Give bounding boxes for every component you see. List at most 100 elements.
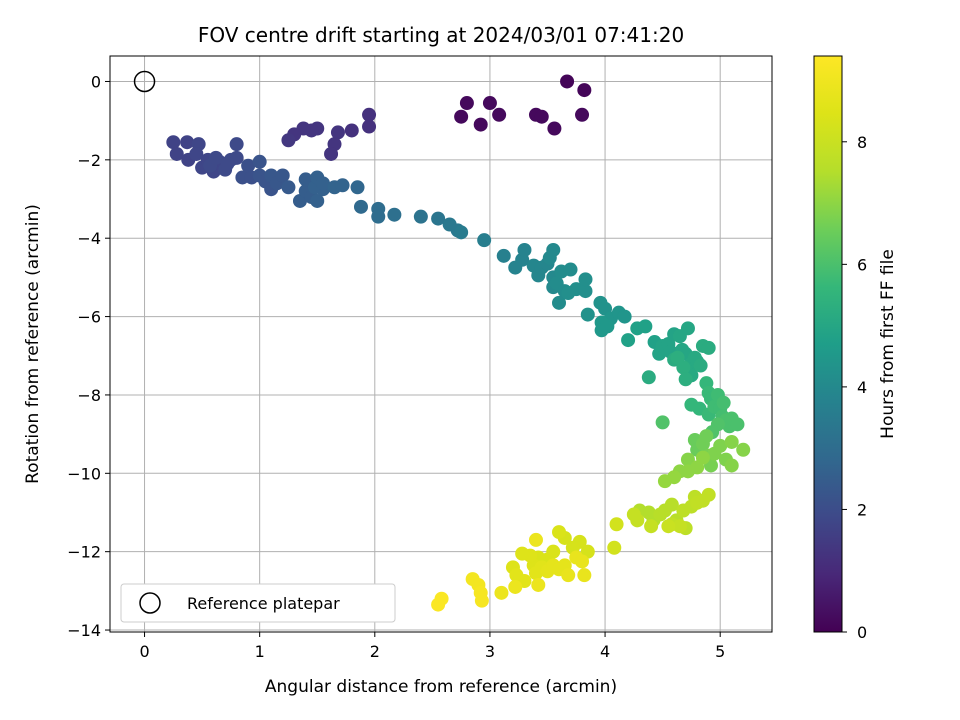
data-point: [371, 209, 386, 224]
data-point: [641, 370, 656, 385]
data-point: [716, 395, 731, 410]
data-point: [670, 350, 685, 365]
data-point: [736, 442, 751, 457]
x-tick-label: 5: [715, 642, 725, 661]
y-axis-label: Rotation from reference (arcmin): [23, 204, 43, 484]
data-point: [701, 487, 716, 502]
data-point: [344, 123, 359, 138]
x-axis-label: Angular distance from reference (arcmin): [265, 677, 617, 697]
colorbar-tick-label: 2: [857, 500, 867, 519]
data-point: [169, 146, 184, 161]
data-point: [324, 146, 339, 161]
colorbar-tick-label: 4: [857, 378, 867, 397]
data-point: [281, 133, 296, 148]
grid-lines: [110, 56, 772, 632]
data-point: [621, 333, 636, 348]
colorbar-ticks: 0 2 4 6 8: [842, 133, 867, 642]
reference-marker: [133, 70, 156, 93]
data-point: [626, 507, 641, 522]
y-tick-label: −12: [67, 543, 101, 562]
data-point: [229, 137, 244, 152]
data-point: [730, 417, 745, 432]
data-point: [310, 193, 325, 208]
data-point: [362, 107, 377, 122]
y-tick-label: 0: [91, 72, 101, 91]
data-point: [661, 519, 676, 534]
data-point: [474, 593, 489, 608]
data-point: [180, 135, 195, 150]
y-tick-label: −8: [77, 386, 101, 405]
data-point: [695, 450, 710, 465]
x-axis-ticks: 0 1 2 3 4 5: [139, 632, 725, 661]
data-point: [492, 107, 507, 122]
colorbar-tick-label: 6: [857, 255, 867, 274]
x-tick-label: 2: [370, 642, 380, 661]
data-point: [655, 415, 670, 430]
data-point: [657, 474, 672, 489]
data-point: [431, 597, 446, 612]
data-point: [454, 225, 469, 240]
data-point: [531, 577, 546, 592]
data-point: [189, 146, 204, 161]
data-point: [644, 519, 659, 534]
data-point: [580, 307, 595, 322]
data-point: [241, 158, 256, 173]
data-point: [517, 242, 532, 257]
data-point: [534, 109, 549, 124]
data-point: [353, 199, 368, 214]
y-tick-label: −10: [67, 464, 101, 483]
data-point: [607, 540, 622, 555]
data-point: [575, 107, 590, 122]
data-point: [578, 284, 593, 299]
colorbar-gradient: [813, 55, 843, 633]
data-point: [496, 248, 511, 263]
data-point: [508, 579, 523, 594]
data-point: [560, 74, 575, 89]
data-point: [208, 150, 223, 165]
data-point: [387, 207, 402, 222]
data-point: [575, 554, 590, 569]
data-point: [617, 309, 632, 324]
data-point: [577, 568, 592, 583]
data-point: [275, 168, 290, 183]
data-point: [494, 585, 509, 600]
data-point: [252, 154, 267, 169]
data-point: [547, 121, 562, 136]
y-tick-label: −2: [77, 151, 101, 170]
data-point: [561, 286, 576, 301]
y-tick-label: −6: [77, 308, 101, 327]
data-point: [298, 172, 313, 187]
data-point: [515, 546, 530, 561]
plot-frame: [109, 55, 773, 633]
legend: Reference platepar: [120, 583, 396, 623]
data-point: [724, 434, 739, 449]
data-point: [220, 156, 235, 171]
data-point: [680, 452, 695, 467]
y-tick-label: −14: [67, 621, 101, 640]
colorbar-tick-label: 8: [857, 133, 867, 152]
data-point: [561, 568, 576, 583]
data-point: [724, 458, 739, 473]
data-point: [609, 517, 624, 532]
data-point: [578, 272, 593, 287]
data-point: [362, 119, 377, 134]
data-point: [678, 372, 693, 387]
chart-title: FOV centre drift starting at 2024/03/01 …: [198, 23, 684, 47]
data-point: [454, 109, 469, 124]
data-point: [693, 358, 708, 373]
data-point: [577, 83, 592, 98]
data-point: [413, 209, 428, 224]
data-point: [680, 321, 695, 336]
colorbar: 0 2 4 6 8 Hours from first FF file: [813, 55, 898, 642]
data-point: [546, 242, 561, 257]
data-point: [330, 125, 345, 140]
data-point: [350, 180, 365, 195]
data-point: [473, 117, 488, 132]
data-point: [315, 176, 330, 191]
x-tick-label: 3: [485, 642, 495, 661]
x-tick-label: 1: [255, 642, 265, 661]
data-point: [281, 180, 296, 195]
y-axis-ticks: 0 −2 −4 −6 −8 −10 −12 −14: [67, 72, 110, 640]
data-point: [600, 319, 615, 334]
